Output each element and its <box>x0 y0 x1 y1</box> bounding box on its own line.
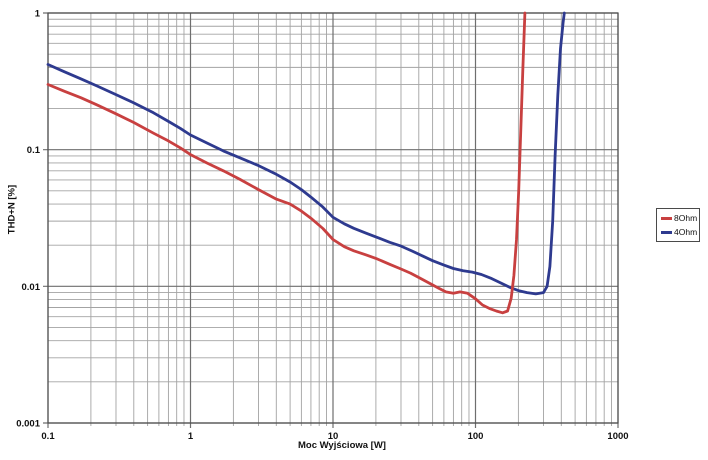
y-tick-label: 1 <box>35 9 41 20</box>
y-tick-label: 0.01 <box>22 282 41 293</box>
legend-label-4ohm: 4Ohm <box>674 227 698 238</box>
series-4ohm-swatch <box>661 231 672 234</box>
x-axis-title: Moc Wyjściowa [W] <box>298 440 386 451</box>
x-tick-label: 10 <box>328 431 339 442</box>
x-tick-label: 1000 <box>607 431 628 442</box>
y-axis-title: THD+N [%] <box>6 184 18 235</box>
x-tick-label: 100 <box>468 431 484 442</box>
x-tick-label: 0.1 <box>41 431 55 442</box>
legend-item-8ohm: 8Ohm <box>661 213 698 224</box>
y-tick-label: 0.1 <box>27 145 41 156</box>
legend-label-8ohm: 8Ohm <box>674 213 698 224</box>
y-tick-label: 0.001 <box>16 419 40 430</box>
plot-frame <box>47 12 619 424</box>
series-4ohm-line <box>46 11 566 296</box>
series-8ohm-line <box>46 11 527 315</box>
x-tick-label: 1 <box>188 431 194 442</box>
legend: 8Ohm 4Ohm <box>656 208 700 242</box>
series-8ohm-swatch <box>661 217 672 220</box>
legend-item-4ohm: 4Ohm <box>661 227 698 238</box>
